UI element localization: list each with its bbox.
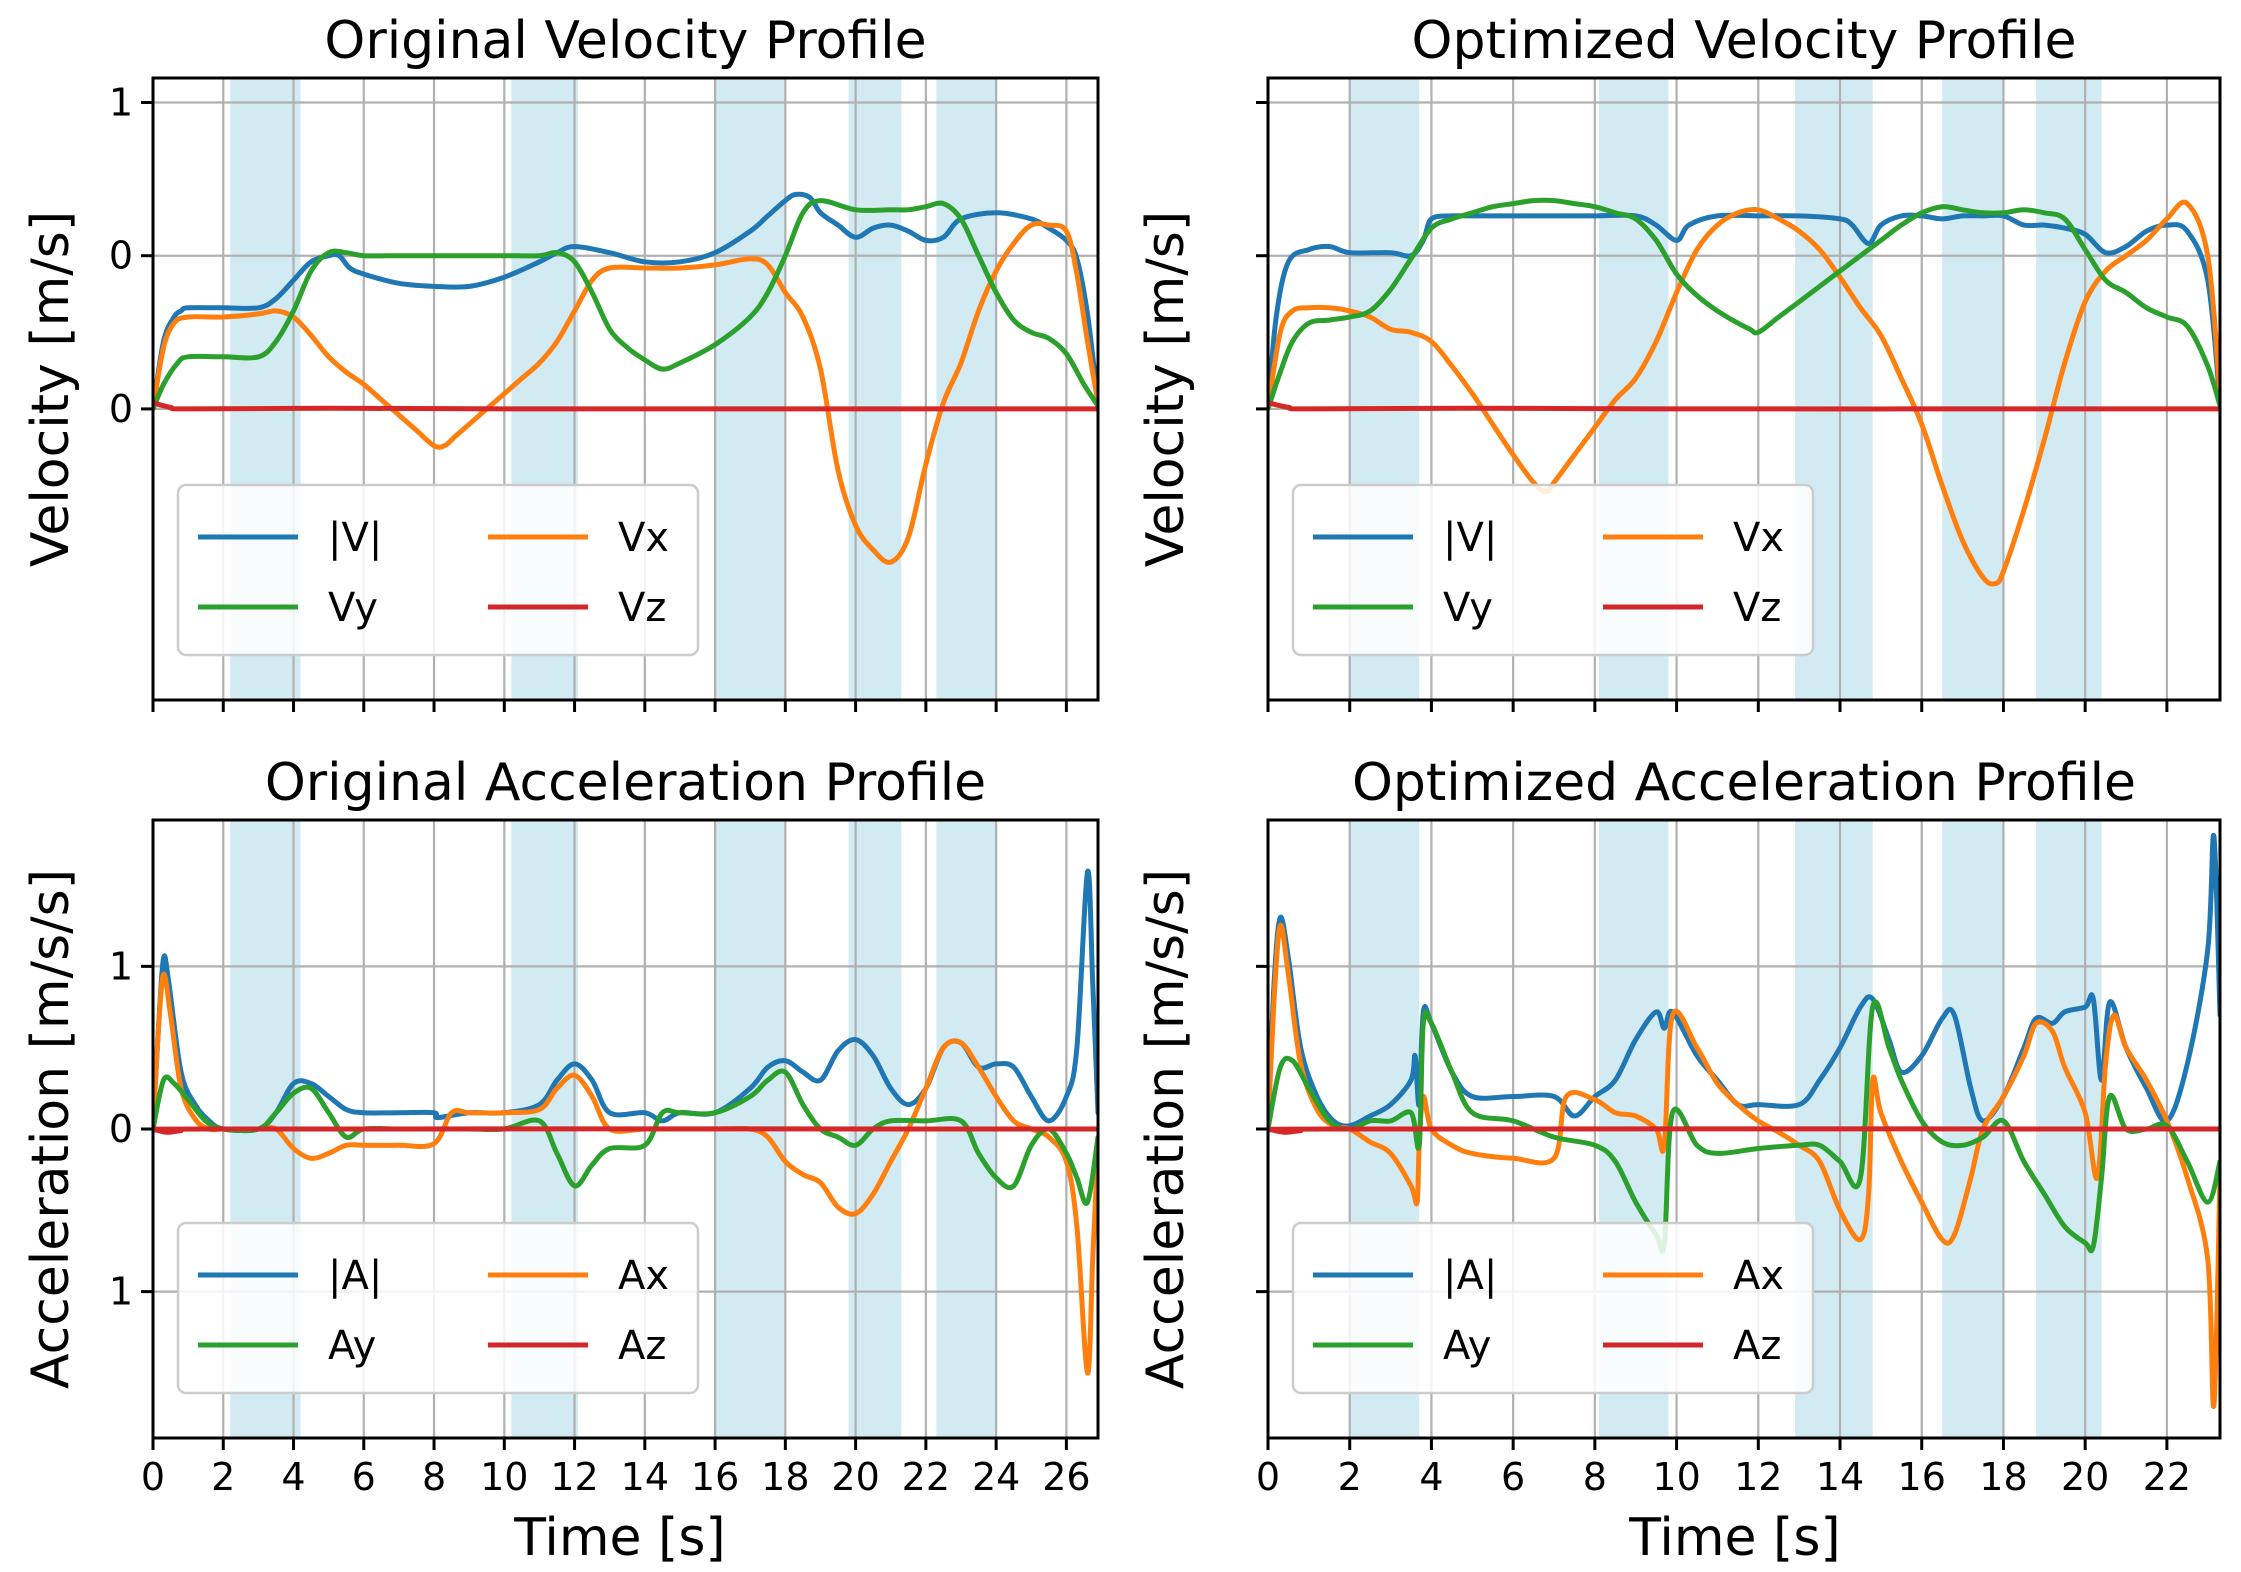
series-line-3 bbox=[153, 400, 1098, 412]
series-line-1 bbox=[1268, 199, 2220, 587]
series-group bbox=[153, 191, 1098, 565]
x-tick-label-10: 20 bbox=[2061, 1455, 2109, 1499]
legend: |A| Ax Ay Az bbox=[1291, 1221, 1815, 1395]
x-tick-label-7: 14 bbox=[621, 1455, 669, 1499]
panel-orig_vel: 0 0 1 Original Velocity Profile Velocity [m/… bbox=[21, 11, 1100, 712]
axes-frame bbox=[1266, 76, 2222, 702]
x-tick-label-4: 8 bbox=[1583, 1455, 1607, 1499]
x-tick-label-2: 4 bbox=[281, 1455, 305, 1499]
legend-label-1: Vx bbox=[1733, 515, 1784, 561]
axes-frame bbox=[151, 76, 1100, 702]
y-tick-label-2: 1 bbox=[109, 81, 133, 125]
y-tick-label-1: 0 bbox=[109, 234, 133, 278]
x-tick-label-1: 2 bbox=[211, 1455, 235, 1499]
legend-label-0: |A| bbox=[328, 1253, 382, 1299]
y-tick-label-2: 1 bbox=[109, 944, 133, 988]
series-line-0 bbox=[153, 191, 1098, 412]
y-axis-label: Acceleration [m/s/s] bbox=[1136, 869, 1196, 1389]
legend: |A| Ax Ay Az bbox=[176, 1221, 700, 1395]
legend: |V| Vx Vy Vz bbox=[1291, 483, 1815, 657]
legend-label-0: |A| bbox=[1443, 1253, 1497, 1299]
series-line-2 bbox=[1268, 197, 2220, 412]
legend-label-1: Ax bbox=[618, 1253, 669, 1299]
shaded-interval-4 bbox=[2036, 78, 2102, 700]
legend-label-3: Vz bbox=[1733, 585, 1781, 631]
x-tick-label-11: 22 bbox=[2143, 1455, 2191, 1499]
y-tick-label-1: 0 bbox=[109, 1107, 133, 1151]
panel-opt_acc: 0 2 4 6 8 10 12 14 16 18 20 22 Optimized Acceleratio… bbox=[1136, 753, 2222, 1499]
x-tick-label-9: 18 bbox=[761, 1455, 809, 1499]
x-tick-label-5: 10 bbox=[1652, 1455, 1700, 1499]
x-tick-label-8: 16 bbox=[1898, 1455, 1946, 1499]
legend-label-2: Ay bbox=[328, 1323, 376, 1369]
legend-label-2: Vy bbox=[1443, 585, 1493, 631]
x-tick-label-11: 22 bbox=[902, 1455, 950, 1499]
chart-title: Original Velocity Profile bbox=[324, 11, 926, 71]
series-group bbox=[1268, 833, 2220, 1409]
x-axis-label-right: Time [s] bbox=[1628, 1508, 1840, 1568]
x-tick-label-3: 6 bbox=[352, 1455, 376, 1499]
series-line-1 bbox=[1268, 923, 2220, 1409]
legend-label-1: Ax bbox=[1733, 1253, 1784, 1299]
legend-label-1: Vx bbox=[618, 515, 669, 561]
x-tick-label-8: 16 bbox=[691, 1455, 739, 1499]
x-tick-label-6: 12 bbox=[550, 1455, 598, 1499]
series-group bbox=[153, 868, 1098, 1376]
series-line-3 bbox=[153, 1126, 1098, 1135]
x-tick-label-12: 24 bbox=[972, 1455, 1020, 1499]
shaded-interval-4 bbox=[936, 78, 997, 700]
series-group bbox=[1268, 197, 2220, 587]
x-tick-label-5: 10 bbox=[480, 1455, 528, 1499]
y-tick-label-0: 0 bbox=[109, 387, 133, 431]
legend-box bbox=[1291, 483, 1815, 657]
legend-label-2: Ay bbox=[1443, 1323, 1491, 1369]
legend-label-3: Az bbox=[1733, 1323, 1781, 1369]
legend-label-0: |V| bbox=[328, 515, 382, 561]
chart-title: Optimized Velocity Profile bbox=[1412, 11, 2077, 71]
series-line-2 bbox=[153, 198, 1098, 412]
legend-label-3: Az bbox=[618, 1323, 666, 1369]
x-tick-label-0: 0 bbox=[141, 1455, 165, 1499]
x-tick-label-9: 18 bbox=[1979, 1455, 2027, 1499]
shaded-interval-2 bbox=[715, 78, 786, 700]
series-line-3 bbox=[1268, 400, 2220, 412]
x-tick-label-6: 12 bbox=[1734, 1455, 1782, 1499]
series-line-1 bbox=[153, 220, 1098, 565]
legend-label-2: Vy bbox=[328, 585, 378, 631]
series-line-2 bbox=[153, 1068, 1098, 1206]
x-tick-label-13: 26 bbox=[1042, 1455, 1090, 1499]
y-tick-label-0: 1 bbox=[109, 1270, 133, 1314]
legend-label-0: |V| bbox=[1443, 515, 1497, 561]
series-line-0 bbox=[1268, 833, 2220, 1132]
x-tick-label-3: 6 bbox=[1501, 1455, 1525, 1499]
series-line-3 bbox=[1268, 1126, 2220, 1135]
y-axis-label: Acceleration [m/s/s] bbox=[21, 869, 81, 1389]
legend-box bbox=[176, 1221, 700, 1395]
x-tick-label-1: 2 bbox=[1338, 1455, 1362, 1499]
shaded-interval-3 bbox=[848, 78, 902, 700]
legend-box bbox=[176, 483, 700, 657]
shaded-interval-3 bbox=[1942, 78, 2004, 700]
panel-opt_vel: Optimized Velocity Profile Velocity [m/s]… bbox=[1136, 11, 2222, 712]
series-line-2 bbox=[1268, 999, 2220, 1254]
legend-label-3: Vz bbox=[618, 585, 666, 631]
x-tick-label-10: 20 bbox=[831, 1455, 879, 1499]
chart-title: Original Acceleration Profile bbox=[265, 753, 986, 813]
chart-title: Optimized Acceleration Profile bbox=[1352, 753, 2136, 813]
legend: |V| Vx Vy Vz bbox=[176, 483, 700, 657]
y-axis-label: Velocity [m/s] bbox=[1136, 211, 1196, 567]
x-tick-label-0: 0 bbox=[1256, 1455, 1280, 1499]
x-tick-label-2: 4 bbox=[1419, 1455, 1443, 1499]
x-tick-label-4: 8 bbox=[422, 1455, 446, 1499]
x-tick-label-7: 14 bbox=[1816, 1455, 1864, 1499]
x-axis-label-left: Time [s] bbox=[513, 1508, 725, 1568]
y-axis-label: Velocity [m/s] bbox=[21, 211, 81, 567]
legend-box bbox=[1291, 1221, 1815, 1395]
